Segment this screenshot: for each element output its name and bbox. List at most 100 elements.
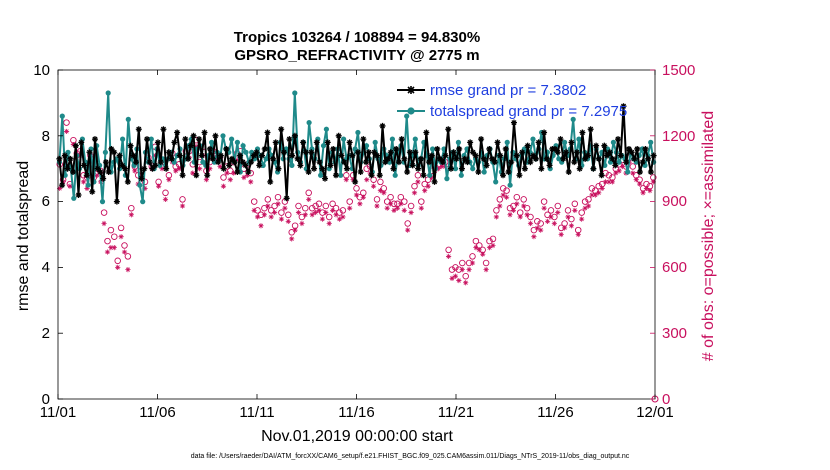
chart-title-line1: Tropics 103264 / 108894 = 94.830% bbox=[234, 29, 480, 46]
obs-assimilated-marker bbox=[248, 179, 254, 185]
totalspread-marker bbox=[481, 169, 487, 175]
y-right-tick-label: 1500 bbox=[662, 62, 695, 79]
rmse-marker bbox=[579, 129, 586, 136]
obs-assimilated-marker bbox=[360, 194, 366, 200]
totalspread-marker bbox=[610, 139, 617, 145]
obs-possible-marker bbox=[540, 198, 548, 205]
obs-assimilated-marker bbox=[220, 183, 227, 189]
rmse-marker bbox=[601, 142, 608, 149]
obs-possible-marker bbox=[339, 207, 347, 214]
totalspread-marker bbox=[427, 172, 433, 178]
rmse-marker bbox=[456, 145, 463, 152]
rmse-marker bbox=[81, 162, 88, 169]
obs-possible-marker bbox=[141, 178, 149, 186]
rmse-marker bbox=[327, 162, 334, 169]
obs-possible-marker bbox=[261, 204, 268, 212]
totalspread-marker bbox=[570, 116, 576, 122]
obs-possible-marker bbox=[288, 229, 295, 236]
rmse-marker bbox=[289, 152, 296, 159]
obs-assimilated-marker bbox=[524, 212, 530, 218]
obs-assimilated-marker bbox=[377, 188, 383, 194]
rmse-marker bbox=[508, 159, 515, 166]
rmse-marker bbox=[524, 142, 531, 149]
obs-possible-marker bbox=[111, 233, 118, 240]
obs-assimilated-marker bbox=[500, 192, 506, 198]
obs-possible-marker bbox=[346, 198, 353, 205]
obs-assimilated-marker bbox=[415, 179, 421, 185]
rmse-marker bbox=[464, 159, 471, 166]
rmse-marker bbox=[595, 155, 602, 162]
rmse-marker bbox=[532, 155, 539, 162]
obs-assimilated-marker bbox=[84, 185, 90, 192]
obs-assimilated-marker bbox=[439, 163, 445, 170]
obs-assimilated-marker bbox=[490, 242, 496, 249]
obs-assimilated-marker bbox=[435, 166, 441, 172]
totalspread-marker bbox=[642, 162, 648, 168]
obs-assimilated-marker bbox=[196, 166, 203, 172]
obs-assimilated-marker bbox=[517, 214, 523, 220]
rmse-marker bbox=[311, 165, 318, 172]
obs-assimilated-marker bbox=[575, 231, 581, 238]
rmse-marker bbox=[116, 152, 123, 159]
totalspread-marker bbox=[504, 139, 510, 145]
obs-possible-marker bbox=[264, 196, 272, 203]
rmse-marker bbox=[209, 155, 216, 162]
obs-assimilated-marker bbox=[347, 205, 353, 211]
rmse-marker bbox=[152, 162, 159, 169]
rmse-marker bbox=[461, 155, 468, 162]
legend: rmse grand pr = 7.3802 totalspread grand… bbox=[397, 82, 627, 120]
obs-assimilated-marker bbox=[510, 207, 517, 213]
totalspread-marker bbox=[372, 139, 378, 145]
totalspread-marker bbox=[470, 166, 476, 172]
rmse-marker bbox=[516, 172, 523, 179]
rmse-marker bbox=[346, 139, 353, 146]
obs-assimilated-marker bbox=[353, 192, 360, 198]
obs-possible-marker bbox=[523, 204, 531, 212]
obs-possible-marker bbox=[121, 242, 128, 249]
rmse-marker bbox=[100, 175, 107, 182]
obs-possible-marker bbox=[605, 172, 613, 179]
rmse-marker bbox=[86, 149, 93, 156]
obs-assimilated-marker bbox=[166, 177, 172, 183]
obs-possible-marker bbox=[534, 218, 541, 225]
y-right-axis-label: # of obs: o=possible; ×=assimilated bbox=[700, 111, 717, 361]
obs-possible-marker bbox=[267, 207, 275, 214]
obs-possible-marker bbox=[459, 259, 466, 267]
obs-assimilated-marker bbox=[241, 174, 247, 181]
rmse-marker bbox=[513, 152, 520, 159]
totalspread-marker bbox=[444, 176, 450, 182]
obs-possible-marker bbox=[404, 220, 411, 227]
rmse-marker bbox=[510, 119, 517, 126]
rmse-marker bbox=[278, 126, 285, 133]
obs-assimilated-marker bbox=[176, 166, 182, 172]
y-right-tick-label: 1200 bbox=[662, 128, 695, 145]
obs-possible-marker bbox=[63, 119, 70, 126]
rmse-marker bbox=[108, 145, 115, 152]
obs-assimilated-marker bbox=[156, 183, 162, 189]
obs-assimilated-marker bbox=[507, 212, 513, 218]
y-left-tick-label: 6 bbox=[42, 193, 50, 210]
rmse-marker bbox=[363, 159, 370, 166]
rmse-marker bbox=[639, 159, 646, 166]
obs-assimilated-marker bbox=[63, 128, 70, 135]
obs-assimilated-marker bbox=[602, 179, 609, 185]
rmse-marker bbox=[584, 152, 591, 159]
rmse-marker bbox=[174, 129, 181, 136]
rmse-marker bbox=[554, 149, 561, 156]
obs-assimilated-marker bbox=[231, 170, 237, 176]
rmse-marker bbox=[97, 168, 104, 175]
x-tick-label: 12/01 bbox=[636, 404, 674, 421]
rmse-marker bbox=[647, 168, 654, 175]
rmse-marker bbox=[190, 132, 197, 139]
obs-assimilated-marker bbox=[278, 216, 285, 222]
rmse-marker bbox=[565, 168, 572, 175]
totalspread-marker bbox=[320, 143, 327, 149]
obs-assimilated-marker bbox=[316, 207, 322, 213]
rmse-marker bbox=[182, 136, 189, 143]
rmse-marker bbox=[61, 152, 68, 159]
obs-assimilated-marker bbox=[408, 209, 414, 216]
rmse-marker bbox=[70, 168, 77, 175]
obs-possible-marker bbox=[308, 204, 316, 212]
obs-possible-marker bbox=[401, 198, 408, 205]
obs-assimilated-marker bbox=[265, 203, 271, 209]
